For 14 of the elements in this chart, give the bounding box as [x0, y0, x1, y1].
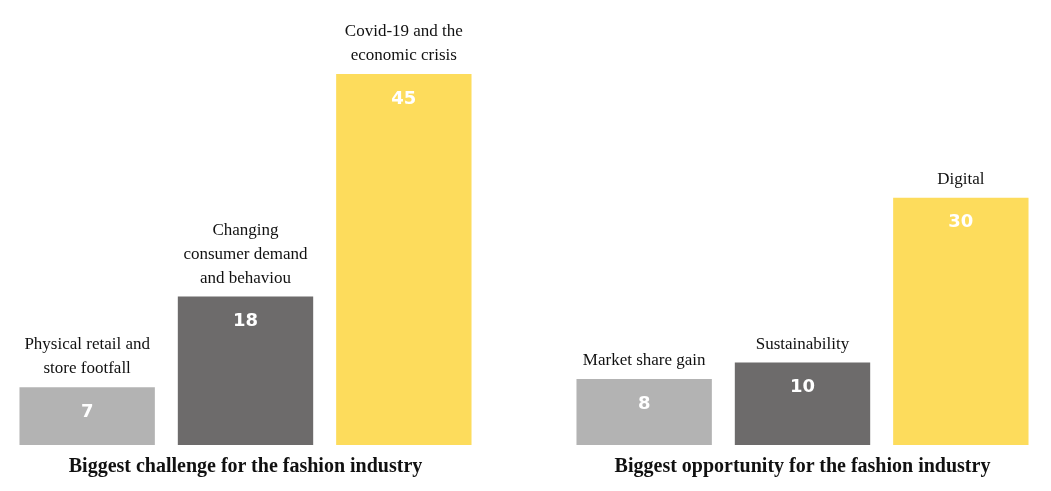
data-label: 18 [232, 309, 259, 331]
x-tick-label: Market share gain [582, 350, 707, 370]
x-tick-label: Digital [937, 168, 985, 188]
data-label: 30 [948, 210, 974, 232]
data-label: 7 [80, 399, 94, 421]
x-tick-label: Sustainability [755, 333, 850, 353]
text: Biggest challenge for the fashion industry [68, 454, 423, 478]
x-tick-label: Covid-19 and the economic crisis [344, 20, 463, 64]
x-tick-label: Changing consumer demand and behaviou [183, 219, 309, 287]
data-label: 10 [789, 375, 816, 397]
x-tick-label: Physical retail and store footfall [24, 334, 151, 378]
text: Biggest opportunity for the fashion industry [614, 454, 991, 478]
data-label: 8 [637, 391, 651, 413]
data-label: 45 [391, 86, 417, 108]
